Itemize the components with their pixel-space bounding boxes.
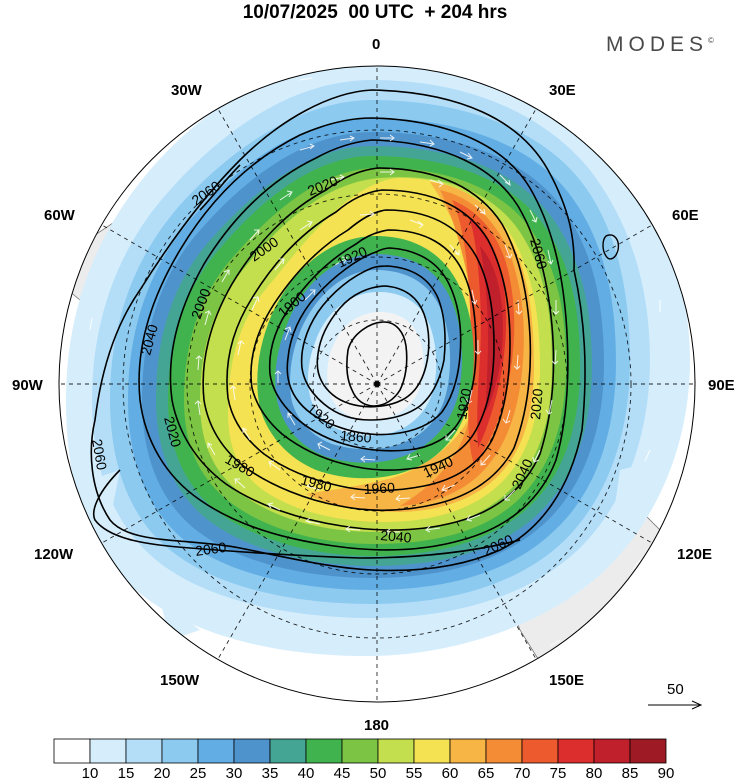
colorbar-tick-label: 55 xyxy=(406,765,423,782)
lon-label-120e: 120E xyxy=(677,546,712,563)
colorbar-tick-label: 35 xyxy=(262,765,279,782)
colorbar-swatch xyxy=(161,738,199,764)
contour-1960 xyxy=(250,209,495,471)
longitude-labels: 0 30E 60E 90E 120E 150E 180 150W 120W 90… xyxy=(12,36,735,734)
lon-label-30w: 30W xyxy=(171,82,203,99)
colorbar: 10 15 20 25 30 35 40 45 50 55 60 65 70 75 80 85 90 xyxy=(53,738,675,782)
colorbar-tick-label: 10 xyxy=(82,765,99,782)
contour-2020 xyxy=(169,139,555,531)
contour-1940 xyxy=(268,229,477,452)
contour-1900 xyxy=(300,265,446,421)
arrow-head-icon xyxy=(691,700,703,710)
colorbar-tick-label: 40 xyxy=(298,765,315,782)
contour-label: 2060 xyxy=(194,539,227,559)
colorbar-swatch xyxy=(233,738,271,764)
colorbar-tick-label: 65 xyxy=(478,765,495,782)
colorbar-swatch xyxy=(53,738,91,764)
modes-logo: MODES© xyxy=(606,33,714,57)
height-contours xyxy=(90,89,620,572)
lon-label-0: 0 xyxy=(372,36,380,53)
colorbar-tick-label: 20 xyxy=(154,765,171,782)
colorbar-swatch xyxy=(125,738,163,764)
colorbar-swatch xyxy=(449,738,487,764)
colorbar-swatch xyxy=(557,738,595,764)
colorbar-tick-label: 70 xyxy=(514,765,531,782)
colorbar-tick-label: 45 xyxy=(334,765,351,782)
contour-label: 1860 xyxy=(340,427,373,446)
colorbar-tick-label: 80 xyxy=(586,765,603,782)
colorbar-tick-label: 50 xyxy=(370,765,387,782)
colorbar-swatch xyxy=(629,738,667,764)
lon-label-120w: 120W xyxy=(34,546,74,563)
wind-speed-shading xyxy=(66,66,690,657)
colorbar-swatch xyxy=(305,738,343,764)
colorbar-swatch xyxy=(341,738,379,764)
brand-mark: © xyxy=(708,36,714,45)
colorbar-tick-label: 85 xyxy=(622,765,639,782)
contour-2060-outer xyxy=(93,164,521,559)
contour-label: 1980 xyxy=(299,471,333,495)
lon-label-60w: 60W xyxy=(44,207,76,224)
lon-label-30e: 30E xyxy=(549,82,576,99)
graticule xyxy=(59,66,695,702)
colorbar-tick-label: 90 xyxy=(658,765,675,782)
contour-label: 2020 xyxy=(527,388,546,421)
contour-label: 2020 xyxy=(161,415,185,449)
lon-label-90w: 90W xyxy=(12,377,44,394)
contour-1920 xyxy=(286,247,462,436)
colorbar-swatch xyxy=(197,738,235,764)
contour-closed-60e xyxy=(602,234,620,260)
colorbar-swatch xyxy=(593,738,631,764)
colorbar-swatch xyxy=(413,738,451,764)
contour-1860 xyxy=(346,321,408,407)
lon-label-150e: 150E xyxy=(549,672,584,689)
contour-2060 xyxy=(90,89,586,572)
colorbar-swatch xyxy=(269,738,307,764)
contour-label: 1960 xyxy=(363,479,395,497)
contour-1880 xyxy=(316,285,430,408)
colorbar-swatch xyxy=(521,738,559,764)
map-boundary xyxy=(58,65,696,703)
contour-label: 1920 xyxy=(453,387,474,421)
colorbar-swatch xyxy=(485,738,523,764)
wind-reference-vector: 50 xyxy=(648,681,703,710)
shade-80 xyxy=(468,216,507,448)
lon-label-150w: 150W xyxy=(160,672,200,689)
lon-label-90e: 90E xyxy=(708,377,735,394)
contour-label: 2040 xyxy=(380,527,413,546)
shade-85 xyxy=(480,246,503,412)
colorbar-swatch xyxy=(377,738,415,764)
contour-labels: 2060 2020 2000 1920 1900 1860 1920 2020 … xyxy=(89,172,551,559)
contour-label: 2040 xyxy=(137,322,161,356)
colorbar-swatch xyxy=(89,738,127,764)
contour-1980 xyxy=(226,189,511,492)
contour-2040 xyxy=(138,117,569,551)
lon-label-60e: 60E xyxy=(672,207,699,224)
lon-label-180: 180 xyxy=(364,717,389,734)
colorbar-tick-label: 60 xyxy=(442,765,459,782)
wind-reference-label: 50 xyxy=(667,681,684,698)
contour-label: 2060 xyxy=(527,237,551,271)
colorbar-tick-label: 15 xyxy=(118,765,135,782)
colorbar-tick-label: 30 xyxy=(226,765,243,782)
map-disk xyxy=(59,66,695,702)
colorbar-tick-label: 75 xyxy=(550,765,567,782)
brand-text: MODES xyxy=(606,33,709,56)
contour-label: 2060 xyxy=(89,438,110,472)
colorbar-tick-label: 25 xyxy=(190,765,207,782)
south-pole-marker xyxy=(374,381,380,387)
map-title: 10/07/2025 00 UTC + 204 hrs xyxy=(242,2,508,23)
